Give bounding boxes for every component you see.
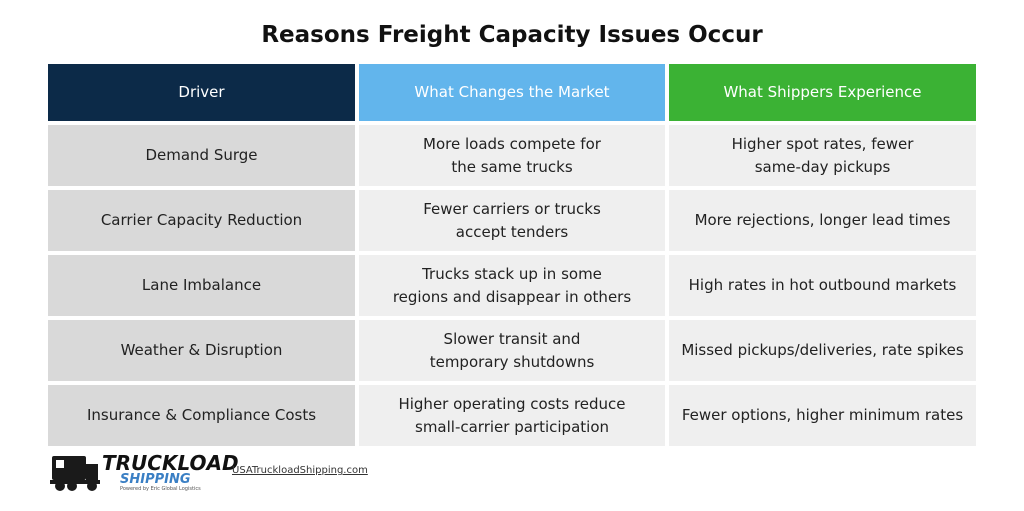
cell-text: High rates in hot outbound markets — [688, 276, 957, 294]
table-cell: High rates in hot outbound markets — [669, 255, 976, 316]
cell-text: small-carrier participation — [415, 417, 609, 436]
table-cell: Higher spot rates, fewer same-day pickups — [669, 125, 976, 186]
header-cell: What Shippers Experience — [669, 64, 976, 121]
table-cell: Trucks stack up in some regions and disap… — [359, 255, 665, 316]
cell-text: accept tenders — [455, 222, 569, 241]
cell-text: Slower transit and — [443, 329, 581, 348]
table-cell: Slower transit and temporary shutdowns — [359, 320, 665, 381]
table-cell: Weather & Disruption — [48, 320, 355, 381]
cell-text: Trucks stack up in some — [422, 264, 602, 283]
cell-text: temporary shutdowns — [429, 352, 595, 371]
table-cell: Carrier Capacity Reduction — [48, 190, 355, 251]
cell-text: Missed pickups/deliveries, rate spikes — [681, 341, 964, 359]
header-cell: Driver — [48, 64, 355, 121]
page-title: Reasons Freight Capacity Issues Occur — [261, 22, 763, 48]
table-cell: Demand Surge — [48, 125, 355, 186]
logo: TRUCKLOAD SHIPPING Powered by Eric Globa… — [50, 451, 239, 492]
cell-text: Weather & Disruption — [120, 341, 283, 359]
logo-tagline: Powered by Eric Global Logistics — [120, 486, 201, 492]
table-cell: Missed pickups/deliveries, rate spikes — [669, 320, 976, 381]
cell-text: Fewer carriers or trucks — [423, 199, 601, 218]
table-cell: Higher operating costs reduce small-carri… — [359, 385, 665, 446]
table-cell: Fewer options, higher minimum rates — [669, 385, 976, 446]
website-link[interactable]: USATruckloadShipping.com — [232, 465, 368, 476]
cell-text: More rejections, longer lead times — [694, 211, 951, 229]
cell-text: Lane Imbalance — [141, 276, 262, 294]
logo-line1: TRUCKLOAD — [102, 451, 239, 475]
cell-text: Carrier Capacity Reduction — [100, 211, 303, 229]
header-cell: What Changes the Market — [359, 64, 665, 121]
logo-line2: SHIPPING — [120, 472, 191, 487]
cell-text: Insurance & Compliance Costs — [86, 406, 317, 424]
table-cell: More loads compete for the same trucks — [359, 125, 665, 186]
table-cell: More rejections, longer lead times — [669, 190, 976, 251]
cell-text: regions and disappear in others — [392, 287, 632, 306]
cell-text: Demand Surge — [145, 146, 258, 164]
table-cell: Lane Imbalance — [48, 255, 355, 316]
cell-text: same-day pickups — [754, 157, 891, 176]
cell-text: the same trucks — [451, 157, 573, 176]
table-cell: Fewer carriers or trucks accept tenders — [359, 190, 665, 251]
table-cell: Insurance & Compliance Costs — [48, 385, 355, 446]
cell-text: Higher spot rates, fewer — [731, 134, 914, 153]
cell-text: Fewer options, higher minimum rates — [681, 406, 964, 424]
cell-text: Higher operating costs reduce — [398, 394, 626, 413]
cell-text: More loads compete for — [423, 134, 601, 153]
truck-icon — [50, 456, 100, 491]
